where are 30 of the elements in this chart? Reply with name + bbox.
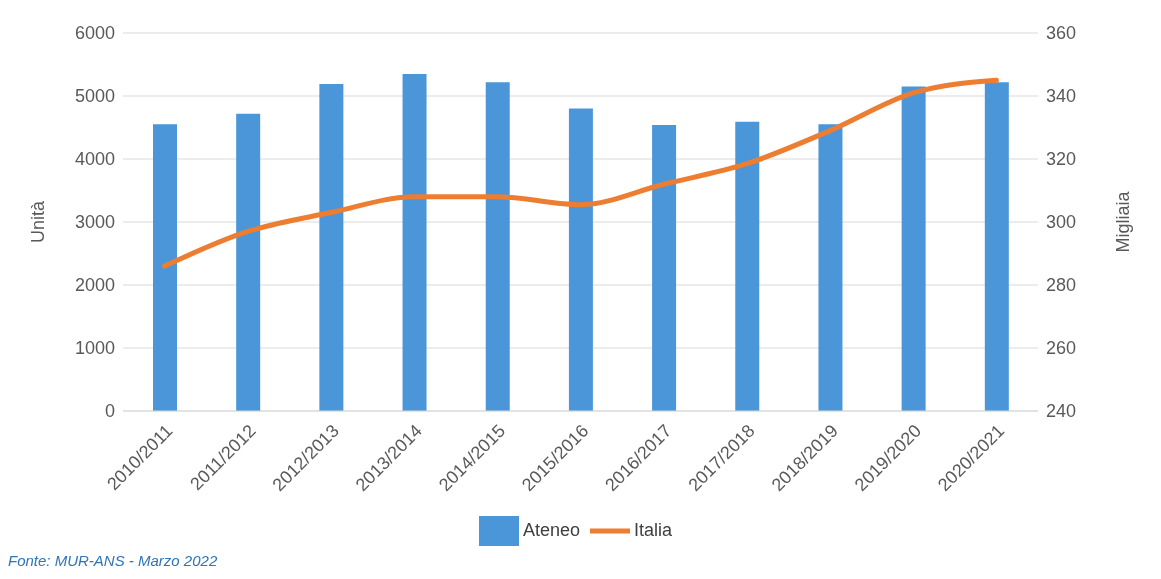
bar: [402, 73, 427, 411]
y2-tick-label: 340: [1046, 86, 1077, 107]
source-note: Fonte: MUR-ANS - Marzo 2022: [8, 552, 218, 569]
y-tick-label: 6000: [74, 23, 115, 44]
bar: [153, 124, 177, 411]
y-tick-label: 2000: [74, 275, 115, 296]
y2-axis-title: Migliaia: [1113, 190, 1134, 253]
y-tick-label: 1000: [74, 338, 115, 359]
bar: [984, 82, 1009, 411]
y2-tick-label: 300: [1046, 212, 1077, 233]
y-tick-label: 0: [104, 401, 115, 422]
bar: [652, 124, 677, 411]
bar: [236, 113, 261, 411]
legend-label: Ateneo: [522, 519, 581, 540]
y-tick-label: 3000: [74, 212, 115, 233]
legend-label: Italia: [634, 519, 673, 540]
bar: [901, 86, 926, 411]
bar: [485, 82, 510, 411]
bar: [818, 124, 843, 411]
bar: [319, 84, 344, 411]
y2-tick-label: 260: [1046, 338, 1077, 359]
y-tick-label: 4000: [74, 149, 115, 170]
y2-tick-label: 280: [1046, 275, 1077, 296]
y2-tick-label: 360: [1046, 23, 1077, 44]
y2-tick-label: 320: [1046, 149, 1077, 170]
y-axis-title: Unità: [28, 200, 49, 244]
y2-tick-label: 240: [1046, 401, 1077, 422]
bar: [568, 108, 593, 411]
y-tick-label: 5000: [74, 86, 115, 107]
bar: [735, 121, 760, 411]
